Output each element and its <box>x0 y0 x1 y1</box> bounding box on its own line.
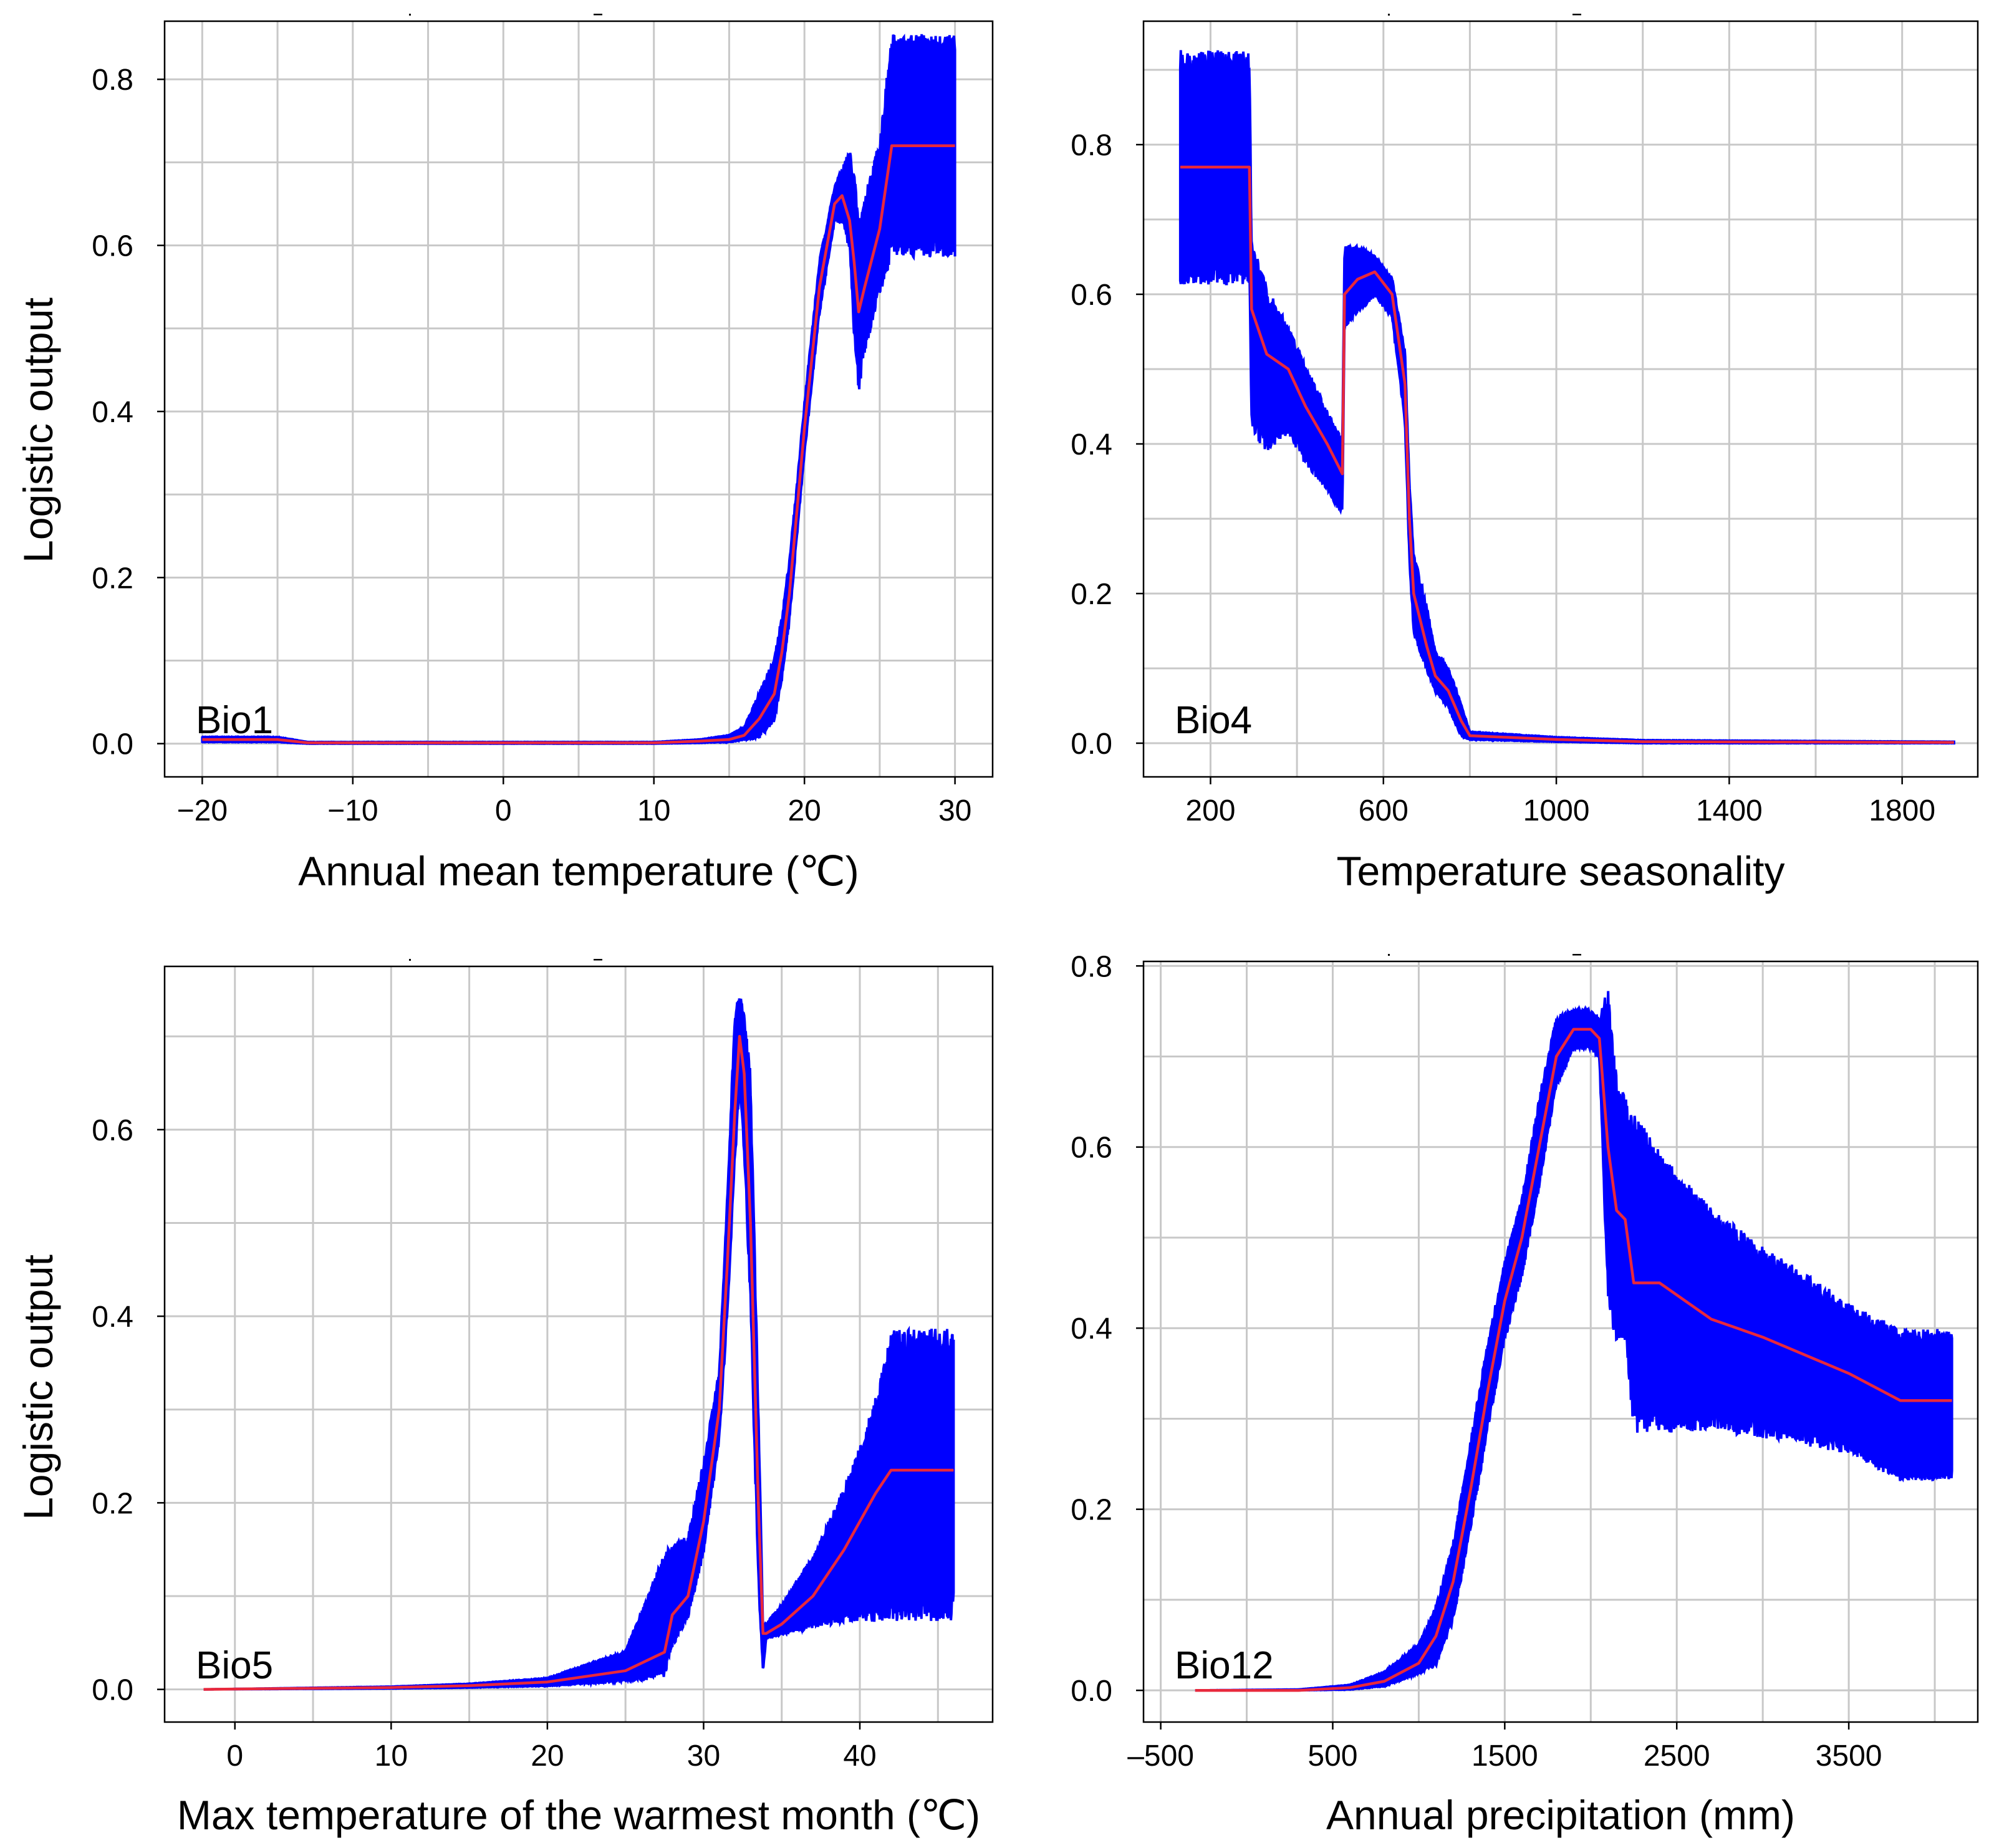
x-tick-label: 40 <box>843 1740 876 1773</box>
panel-bio5: 0 10 20 30 40 0.0 0.2 0.4 0.6 Max temperature of … <box>15 959 994 1838</box>
x-tick-label: –500 <box>1127 1740 1194 1773</box>
x-tick-label: 0 <box>495 794 512 827</box>
x-tick-label: 200 <box>1185 794 1235 827</box>
top-marker-dash <box>594 14 602 16</box>
x-tick-label: −10 <box>327 794 378 827</box>
top-marker-dot <box>409 14 411 16</box>
gridlines <box>1144 21 1978 777</box>
x-axis-title: Annual precipitation (mm) <box>1326 1792 1795 1838</box>
top-marker-dash <box>1572 14 1581 16</box>
x-tick-label: 20 <box>787 794 821 827</box>
x-tick-label: 1500 <box>1471 1740 1538 1773</box>
x-tick-label: 1000 <box>1523 794 1590 827</box>
panel-bio4: 200 600 1000 1400 1800 0.0 0.2 0.4 0.6 0.8 Tempera… <box>1071 14 1979 894</box>
panel-label: Bio4 <box>1175 699 1252 742</box>
panel-bio1: −20 −10 0 10 20 30 0.0 0.2 0.4 0.6 0.8 Annual mean … <box>15 14 994 894</box>
top-marker-dot <box>1388 954 1390 956</box>
plot-frame <box>163 20 994 778</box>
y-tick-label: 0.0 <box>92 728 133 761</box>
replicate-range-band <box>203 998 955 1691</box>
y-tick-label: 0.6 <box>92 230 133 263</box>
y-tick-label: 0.4 <box>1071 1312 1112 1345</box>
y-tick-label: 0.0 <box>1071 728 1112 761</box>
x-tick-label: −20 <box>177 794 228 827</box>
y-tick-label: 0.0 <box>1071 1675 1112 1708</box>
top-marker-dot <box>1388 14 1390 16</box>
y-tick-label: 0.6 <box>92 1114 133 1147</box>
x-tick-label: 10 <box>375 1740 408 1773</box>
y-axis-title: Logistic output <box>15 297 61 563</box>
x-tick-label: 20 <box>531 1740 564 1773</box>
top-marker-dash <box>594 959 602 961</box>
plot-frame <box>1142 20 1979 778</box>
x-axis-title: Temperature seasonality <box>1336 848 1784 894</box>
y-tick-label: 0.2 <box>92 562 133 595</box>
mean-response-line <box>1180 165 1954 744</box>
plot-frame <box>1142 960 1979 1723</box>
top-marker-dash <box>1572 954 1581 956</box>
mean-response-line <box>1195 1027 1952 1692</box>
y-tick-label: 0.4 <box>1071 428 1112 461</box>
y-tick-label: 0.8 <box>1071 950 1112 983</box>
y-tick-label: 0.6 <box>1071 279 1112 312</box>
y-tick-label: 0.6 <box>1071 1132 1112 1165</box>
y-tick-label: 0.0 <box>92 1674 133 1707</box>
x-tick-label: 3500 <box>1816 1740 1882 1773</box>
x-tick-label: 10 <box>637 794 670 827</box>
x-tick-label: 1400 <box>1696 794 1763 827</box>
mean-response-line <box>202 144 955 744</box>
plot-frame <box>163 965 994 1723</box>
replicate-range-band <box>1195 991 1953 1692</box>
x-tick-label: 30 <box>687 1740 720 1773</box>
y-tick-label: 0.2 <box>1071 578 1112 611</box>
x-tick-label: 600 <box>1359 794 1409 827</box>
x-tick-label: 1800 <box>1869 794 1935 827</box>
panel-label: Bio12 <box>1175 1644 1274 1687</box>
panel-label: Bio1 <box>196 699 273 742</box>
y-tick-label: 0.4 <box>92 1301 133 1334</box>
top-marker-dot <box>409 959 411 961</box>
x-axis-title: Annual mean temperature (℃) <box>298 848 859 894</box>
x-tick-label: 30 <box>938 794 971 827</box>
y-tick-label: 0.8 <box>92 64 133 97</box>
x-tick-label: 0 <box>226 1740 243 1773</box>
replicate-range-band <box>1178 50 1955 745</box>
y-tick-label: 0.4 <box>92 396 133 429</box>
panel-bio12: –500 500 1500 2500 3500 0.0 0.2 0.4 0.6 0.8 Annual… <box>1071 950 1979 1838</box>
panel-label: Bio5 <box>196 1644 273 1687</box>
mean-response-line <box>203 1034 954 1691</box>
y-tick-label: 0.2 <box>92 1487 133 1520</box>
y-tick-label: 0.8 <box>1071 129 1112 162</box>
gridlines <box>165 21 993 777</box>
x-tick-label: 500 <box>1308 1740 1357 1773</box>
y-tick-label: 0.2 <box>1071 1494 1112 1527</box>
x-axis-title: Max temperature of the warmest month (℃) <box>177 1792 980 1838</box>
y-axis-title: Logistic output <box>15 1254 61 1520</box>
x-tick-label: 2500 <box>1644 1740 1710 1773</box>
